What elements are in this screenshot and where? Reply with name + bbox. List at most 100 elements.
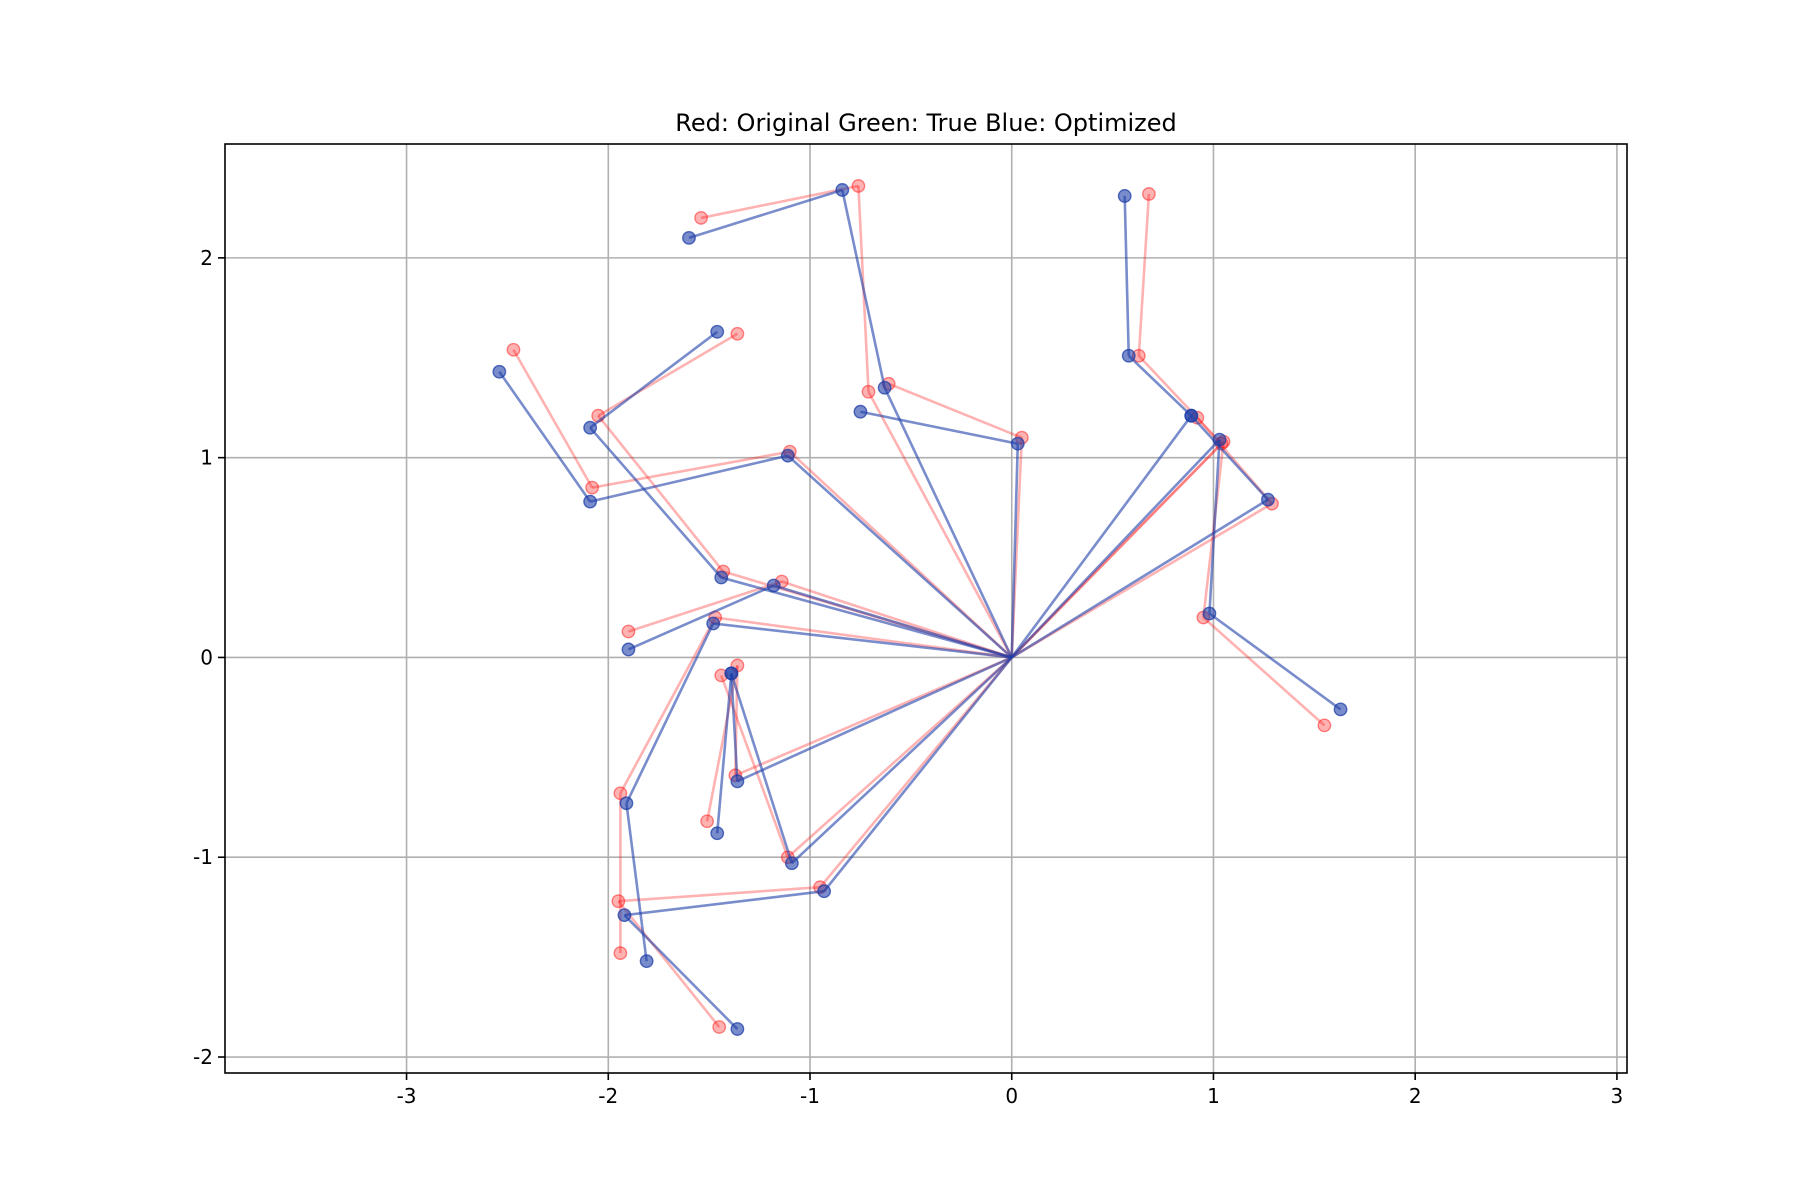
point-original — [700, 814, 715, 829]
segment-original — [597, 332, 739, 417]
segment-optimized — [1010, 414, 1193, 659]
segment-optimized — [736, 656, 1013, 783]
point-original — [585, 480, 600, 495]
segment-optimized — [730, 673, 794, 864]
x-tick-label: 2 — [1409, 1084, 1422, 1108]
ticks: -3 -2 -1 0 1 2 3 -2 -1 0 1 2 — [193, 246, 1623, 1108]
y-tick-label: -1 — [193, 845, 213, 869]
segment-original — [512, 349, 594, 489]
segment-optimized — [823, 656, 1013, 893]
series-optimized — [492, 183, 1348, 1036]
x-tick-label: 1 — [1207, 1084, 1220, 1108]
point-optimized — [492, 364, 507, 379]
y-tick-label: 2 — [200, 246, 213, 270]
segment-original — [1137, 354, 1223, 445]
segment-optimized — [730, 673, 739, 782]
segment-optimized — [589, 330, 718, 429]
segment-optimized — [589, 426, 723, 579]
segment-optimized — [498, 371, 592, 503]
x-tick-label: 3 — [1611, 1084, 1624, 1108]
segment-optimized — [860, 410, 1019, 445]
point-optimized — [780, 448, 795, 463]
point-optimized — [710, 826, 725, 841]
x-tick-label: 0 — [1005, 1084, 1018, 1108]
point-optimized — [730, 774, 745, 789]
x-tick-label: -2 — [598, 1084, 618, 1108]
segment-original — [1137, 193, 1151, 356]
point-original — [613, 786, 628, 801]
point-original — [613, 946, 628, 961]
point-optimized — [706, 616, 721, 631]
segment-original — [720, 674, 790, 858]
segment-optimized — [1010, 438, 1221, 659]
y-tick-label: 0 — [200, 645, 213, 669]
point-optimized — [853, 404, 868, 419]
point-optimized — [583, 494, 598, 509]
segment-original — [1202, 616, 1326, 727]
x-tick-label: -1 — [800, 1084, 820, 1108]
segment-optimized — [1011, 498, 1269, 659]
point-optimized — [710, 324, 725, 339]
point-original — [694, 211, 708, 225]
segment-optimized — [786, 454, 1013, 659]
grid — [225, 144, 1627, 1073]
point-optimized — [1202, 606, 1217, 621]
point-optimized — [730, 1022, 745, 1036]
x-tick-label: -3 — [397, 1084, 417, 1108]
segment-optimized — [1190, 414, 1269, 501]
segment-optimized — [627, 584, 775, 651]
segment-original — [617, 900, 721, 1028]
point-optimized — [1261, 492, 1275, 507]
segment-optimized — [623, 914, 739, 1030]
point-optimized — [639, 954, 654, 969]
segment-optimized — [715, 673, 733, 834]
segment-optimized — [688, 188, 843, 240]
point-original — [861, 384, 876, 399]
point-original — [1317, 718, 1332, 733]
point-original — [712, 1020, 727, 1034]
point-optimized — [583, 420, 598, 435]
segment-optimized — [625, 622, 715, 804]
segment-optimized — [841, 189, 886, 389]
segment-original — [591, 450, 791, 489]
point-optimized — [1184, 408, 1199, 423]
point-original — [851, 179, 866, 193]
segment-optimized — [773, 584, 1013, 659]
point-optimized — [1333, 702, 1348, 717]
point-original — [730, 326, 745, 341]
point-optimized — [682, 230, 696, 245]
segment-optimized — [1208, 439, 1221, 614]
point-optimized — [1212, 432, 1227, 447]
segment-optimized — [790, 656, 1013, 865]
segment-original — [618, 885, 821, 903]
point-original — [611, 894, 626, 909]
point-optimized — [714, 570, 729, 585]
segment-original — [867, 391, 1013, 659]
point-optimized — [724, 666, 739, 681]
segment-original — [628, 580, 783, 633]
point-optimized — [877, 380, 892, 395]
point-optimized — [766, 578, 781, 593]
point-optimized — [1117, 189, 1132, 203]
segment-original — [700, 184, 859, 220]
y-tick-label: 1 — [200, 446, 213, 470]
point-optimized — [817, 884, 832, 899]
segment-original — [888, 382, 1023, 439]
segment-optimized — [1010, 443, 1020, 658]
chart-title: Red: Original Green: True Blue: Optimize… — [675, 109, 1177, 137]
point-optimized — [619, 796, 634, 811]
segment-optimized — [589, 454, 789, 503]
segment-optimized — [1127, 354, 1193, 417]
point-optimized — [784, 856, 799, 871]
segment-optimized — [883, 387, 1013, 659]
y-tick-label: -2 — [193, 1045, 213, 1069]
point-optimized — [835, 183, 850, 197]
segment-optimized — [713, 622, 1012, 659]
segment-original — [619, 616, 717, 794]
point-original — [506, 342, 521, 357]
segment-optimized — [1208, 612, 1342, 711]
plot-frame — [224, 143, 1628, 1074]
point-optimized — [621, 642, 636, 657]
series-original — [506, 179, 1332, 1034]
